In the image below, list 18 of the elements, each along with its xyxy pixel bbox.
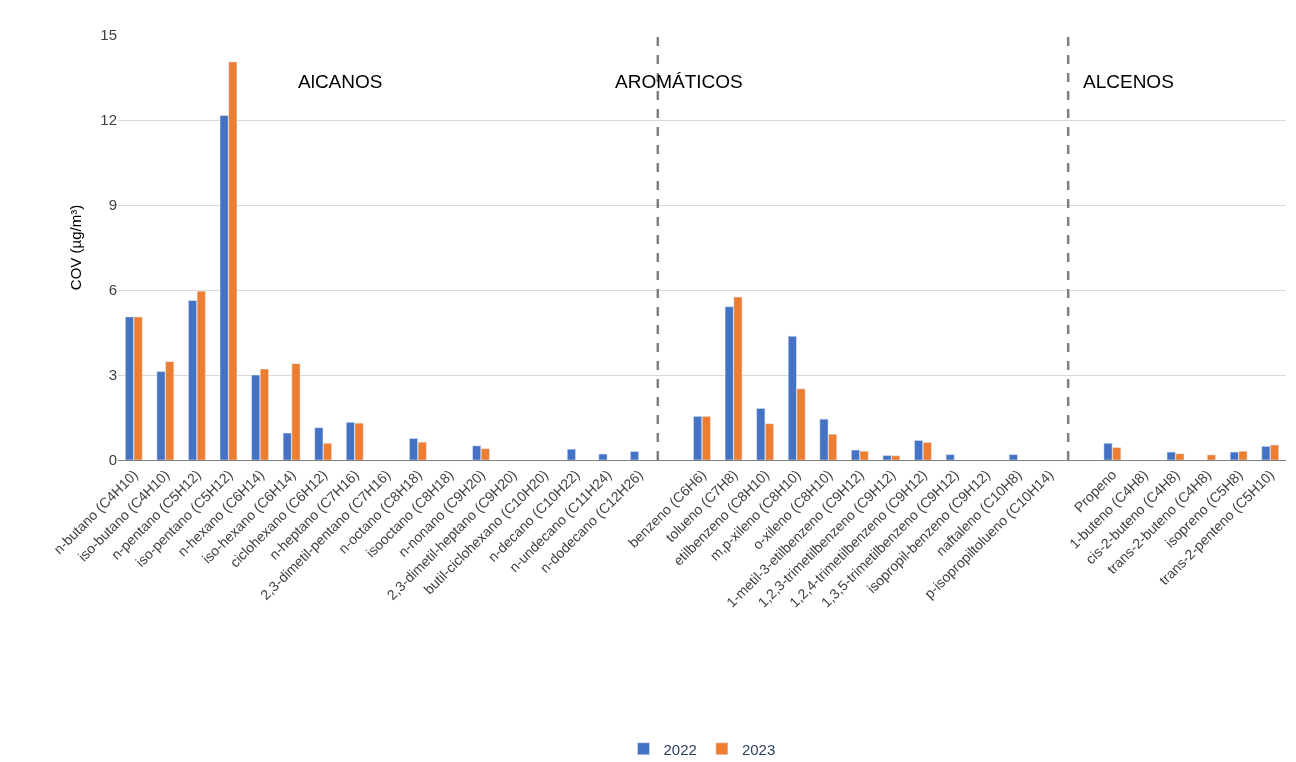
y-tick-label: 3	[108, 366, 117, 384]
annotation: AROMÁTICOS	[615, 71, 743, 92]
annotation: AlCANOS	[298, 71, 383, 92]
bar	[630, 451, 639, 460]
bar	[1008, 454, 1018, 460]
y-tick-label: 9	[108, 196, 117, 214]
y-tick-label: 12	[100, 111, 117, 129]
y-tick-label: 15	[100, 26, 117, 44]
y-axis-title: COV (µg/m³)	[66, 204, 84, 291]
annotation: ALCENOS	[1083, 71, 1174, 92]
bar	[945, 454, 955, 460]
legend-label: 2022	[663, 740, 697, 758]
bar	[1207, 454, 1216, 460]
bar	[567, 448, 576, 460]
bar	[598, 453, 608, 460]
y-tick-label: 6	[108, 281, 117, 299]
y-tick-label: 0	[108, 451, 117, 469]
legend-label: 2023	[741, 740, 776, 758]
